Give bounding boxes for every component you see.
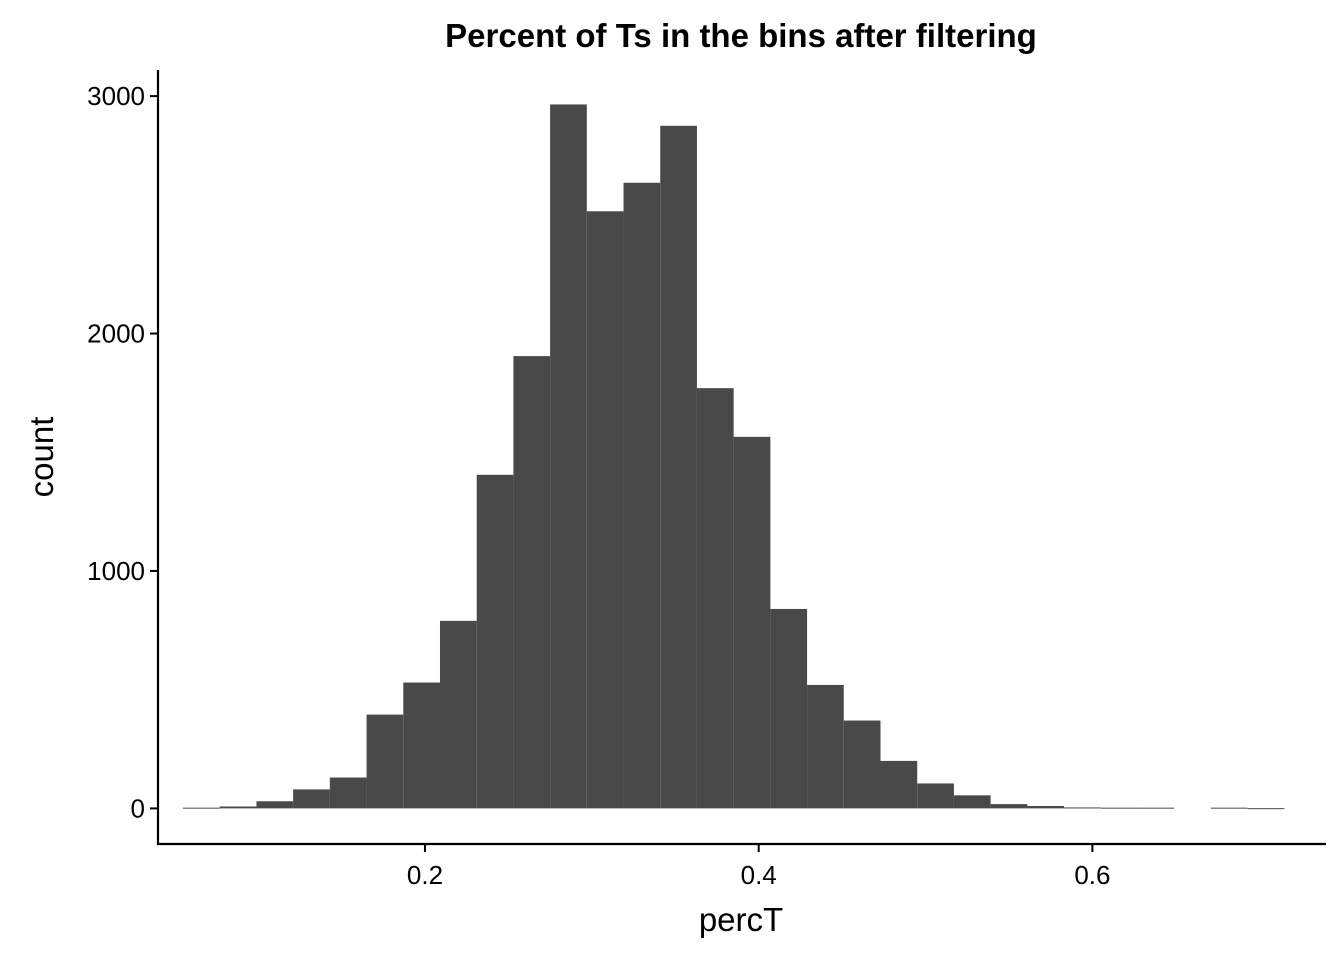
histogram-bar-14 <box>696 388 734 809</box>
x-tick-label: 0.2 <box>407 860 443 890</box>
histogram-bars <box>183 104 1285 810</box>
histogram-bar-16 <box>770 608 808 809</box>
histogram-bar-11 <box>586 211 624 809</box>
x-tick-label: 0.4 <box>741 860 777 890</box>
x-tick-label: 0.6 <box>1074 860 1110 890</box>
histogram-bar-6 <box>403 682 440 809</box>
x-axis-ticks: 0.2 0.4 0.6 <box>407 844 1110 890</box>
histogram-bar-25 <box>1100 807 1138 809</box>
y-axis-title: count <box>23 417 60 498</box>
y-tick-label: 3000 <box>87 81 145 111</box>
chart-title: Percent of Ts in the bins after filterin… <box>445 17 1037 54</box>
histogram-bar-7 <box>439 620 477 809</box>
histogram-bar-18 <box>843 720 881 809</box>
histogram-bar-1 <box>219 806 257 809</box>
histogram-bar-24 <box>1064 807 1101 809</box>
histogram-bar-4 <box>329 777 367 809</box>
y-tick-label: 1000 <box>87 556 145 586</box>
y-tick-label: 2000 <box>87 319 145 349</box>
histogram-bar-9 <box>513 356 551 809</box>
histogram-bar-15 <box>733 436 771 809</box>
histogram-bar-19 <box>880 760 918 809</box>
histogram-bar-29 <box>1247 808 1285 810</box>
x-axis-title: percT <box>699 901 783 938</box>
histogram-bar-21 <box>953 795 991 809</box>
y-tick-label: 0 <box>131 793 145 823</box>
histogram-bar-8 <box>476 474 514 809</box>
histogram-bar-22 <box>990 804 1028 809</box>
y-axis-ticks: 0 1000 2000 3000 <box>87 81 158 823</box>
histogram-bar-13 <box>660 125 697 809</box>
histogram-bar-20 <box>917 783 954 809</box>
histogram-bar-10 <box>550 104 587 809</box>
histogram-bar-0 <box>183 807 220 809</box>
histogram-bar-26 <box>1137 807 1175 809</box>
histogram-bar-23 <box>1027 806 1065 809</box>
histogram-bar-17 <box>807 684 844 809</box>
histogram-bar-3 <box>293 789 330 809</box>
histogram-bar-12 <box>623 182 661 809</box>
histogram-bar-28 <box>1210 807 1248 809</box>
histogram-bar-5 <box>366 714 404 809</box>
histogram-bar-2 <box>256 801 294 809</box>
